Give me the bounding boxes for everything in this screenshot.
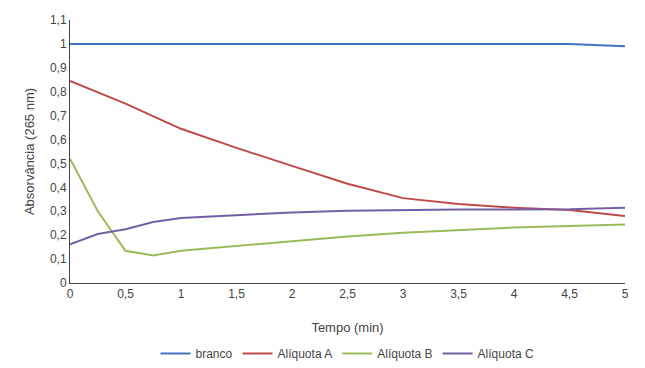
svg-text:1: 1	[178, 287, 185, 301]
svg-text:1: 1	[60, 37, 67, 51]
svg-text:branco: branco	[196, 347, 233, 361]
svg-text:Alíquota A: Alíquota A	[278, 347, 333, 361]
svg-text:0: 0	[67, 287, 74, 301]
svg-text:0,4: 0,4	[50, 181, 67, 195]
svg-text:1,5: 1,5	[228, 287, 245, 301]
svg-text:0,2: 0,2	[50, 228, 67, 242]
svg-text:4: 4	[511, 287, 518, 301]
svg-text:0,5: 0,5	[50, 157, 67, 171]
svg-text:5: 5	[622, 287, 629, 301]
svg-text:0: 0	[60, 276, 67, 290]
svg-text:0,9: 0,9	[50, 61, 67, 75]
svg-text:Alíquota B: Alíquota B	[377, 347, 432, 361]
svg-text:Alíquota C: Alíquota C	[478, 347, 534, 361]
svg-text:0,7: 0,7	[50, 109, 67, 123]
svg-text:Tempo (min): Tempo (min)	[311, 320, 383, 335]
svg-text:3: 3	[400, 287, 407, 301]
svg-text:3,5: 3,5	[450, 287, 467, 301]
svg-text:2: 2	[289, 287, 296, 301]
svg-text:0,5: 0,5	[117, 287, 134, 301]
svg-text:1,1: 1,1	[50, 13, 67, 27]
svg-text:4,5: 4,5	[561, 287, 578, 301]
svg-text:0,8: 0,8	[50, 85, 67, 99]
svg-text:0,6: 0,6	[50, 133, 67, 147]
svg-text:Absorvância (265 nm): Absorvância (265 nm)	[22, 88, 37, 215]
svg-text:0,1: 0,1	[50, 252, 67, 266]
svg-text:0,3: 0,3	[50, 204, 67, 218]
svg-text:2,5: 2,5	[339, 287, 356, 301]
